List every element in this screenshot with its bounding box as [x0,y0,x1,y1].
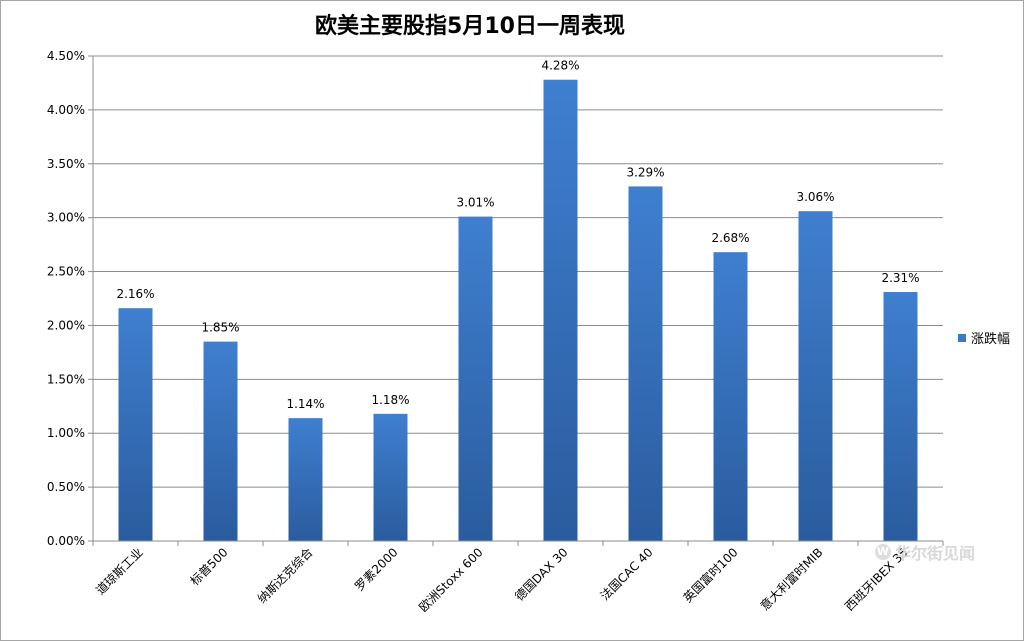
chart-title: 欧美主要股指5月10日一周表现 [315,14,625,39]
axes [92,56,943,546]
x-tick-label: 罗素2000 [352,545,400,593]
legend-swatch [958,333,966,342]
data-label: 3.06% [796,190,834,204]
bar [883,292,918,541]
data-label: 4.28% [541,59,579,73]
bar [628,186,663,541]
x-tick-label: 意大利富时MIB [757,545,826,614]
y-tick-label: 1.00% [47,426,85,440]
y-tick-label: 4.00% [47,103,85,117]
data-label: 1.18% [371,393,409,407]
x-tick-label: 道琼斯工业 [93,545,146,598]
x-tick-label: 英国富时100 [680,545,741,606]
x-tick-label: 法国CAC 40 [598,545,656,603]
bar [203,341,238,541]
data-label: 3.29% [626,165,664,179]
bars [118,79,918,542]
y-tick-label: 3.00% [47,211,85,225]
data-label: 2.68% [711,231,749,245]
data-label: 1.85% [201,321,239,335]
bar [458,216,493,542]
y-tick-label: 0.00% [47,534,85,548]
legend-label: 涨跌幅 [971,332,1011,347]
y-tick-label: 4.50% [47,49,85,63]
bar [288,418,323,541]
data-label: 3.01% [456,196,494,210]
x-tick-label: 德国DAX 30 [512,545,571,604]
bar [118,308,153,541]
bar [798,211,833,541]
watermark-text: 华尔街见闻 [895,544,976,563]
x-axis-labels: 道琼斯工业 标普500 纳斯达克综合 罗素2000 欧洲Stoxx 600 德国DAX 3… [93,541,944,615]
data-labels: 2.16% 1.85% 1.14% 1.18% 3.01% 4.28% 3.29% 2.68%… [116,59,919,411]
x-tick-label: 纳斯达克综合 [254,545,316,607]
x-tick-label: 标普500 [188,545,231,588]
watermark: W 华尔街见闻 [875,540,975,564]
y-tick-label: 3.50% [47,157,85,171]
y-tick-label: 1.50% [47,372,85,386]
data-label: 2.31% [881,271,919,285]
y-tick-label: 2.50% [47,265,85,279]
bar [373,413,408,541]
data-label: 2.16% [116,287,154,301]
x-tick-label: 欧洲Stoxx 600 [416,545,485,614]
y-axis-ticks: 0.00% 0.50% 1.00% 1.50% 2.00% 2.50% 3.00% 3.50%… [47,49,93,548]
y-tick-label: 2.00% [47,318,85,332]
y-tick-label: 0.50% [47,480,85,494]
watermark-logo-icon: W [875,544,891,560]
data-label: 1.14% [286,397,324,411]
legend: 涨跌幅 [958,328,1010,347]
bar [543,79,578,541]
bar [713,252,748,541]
